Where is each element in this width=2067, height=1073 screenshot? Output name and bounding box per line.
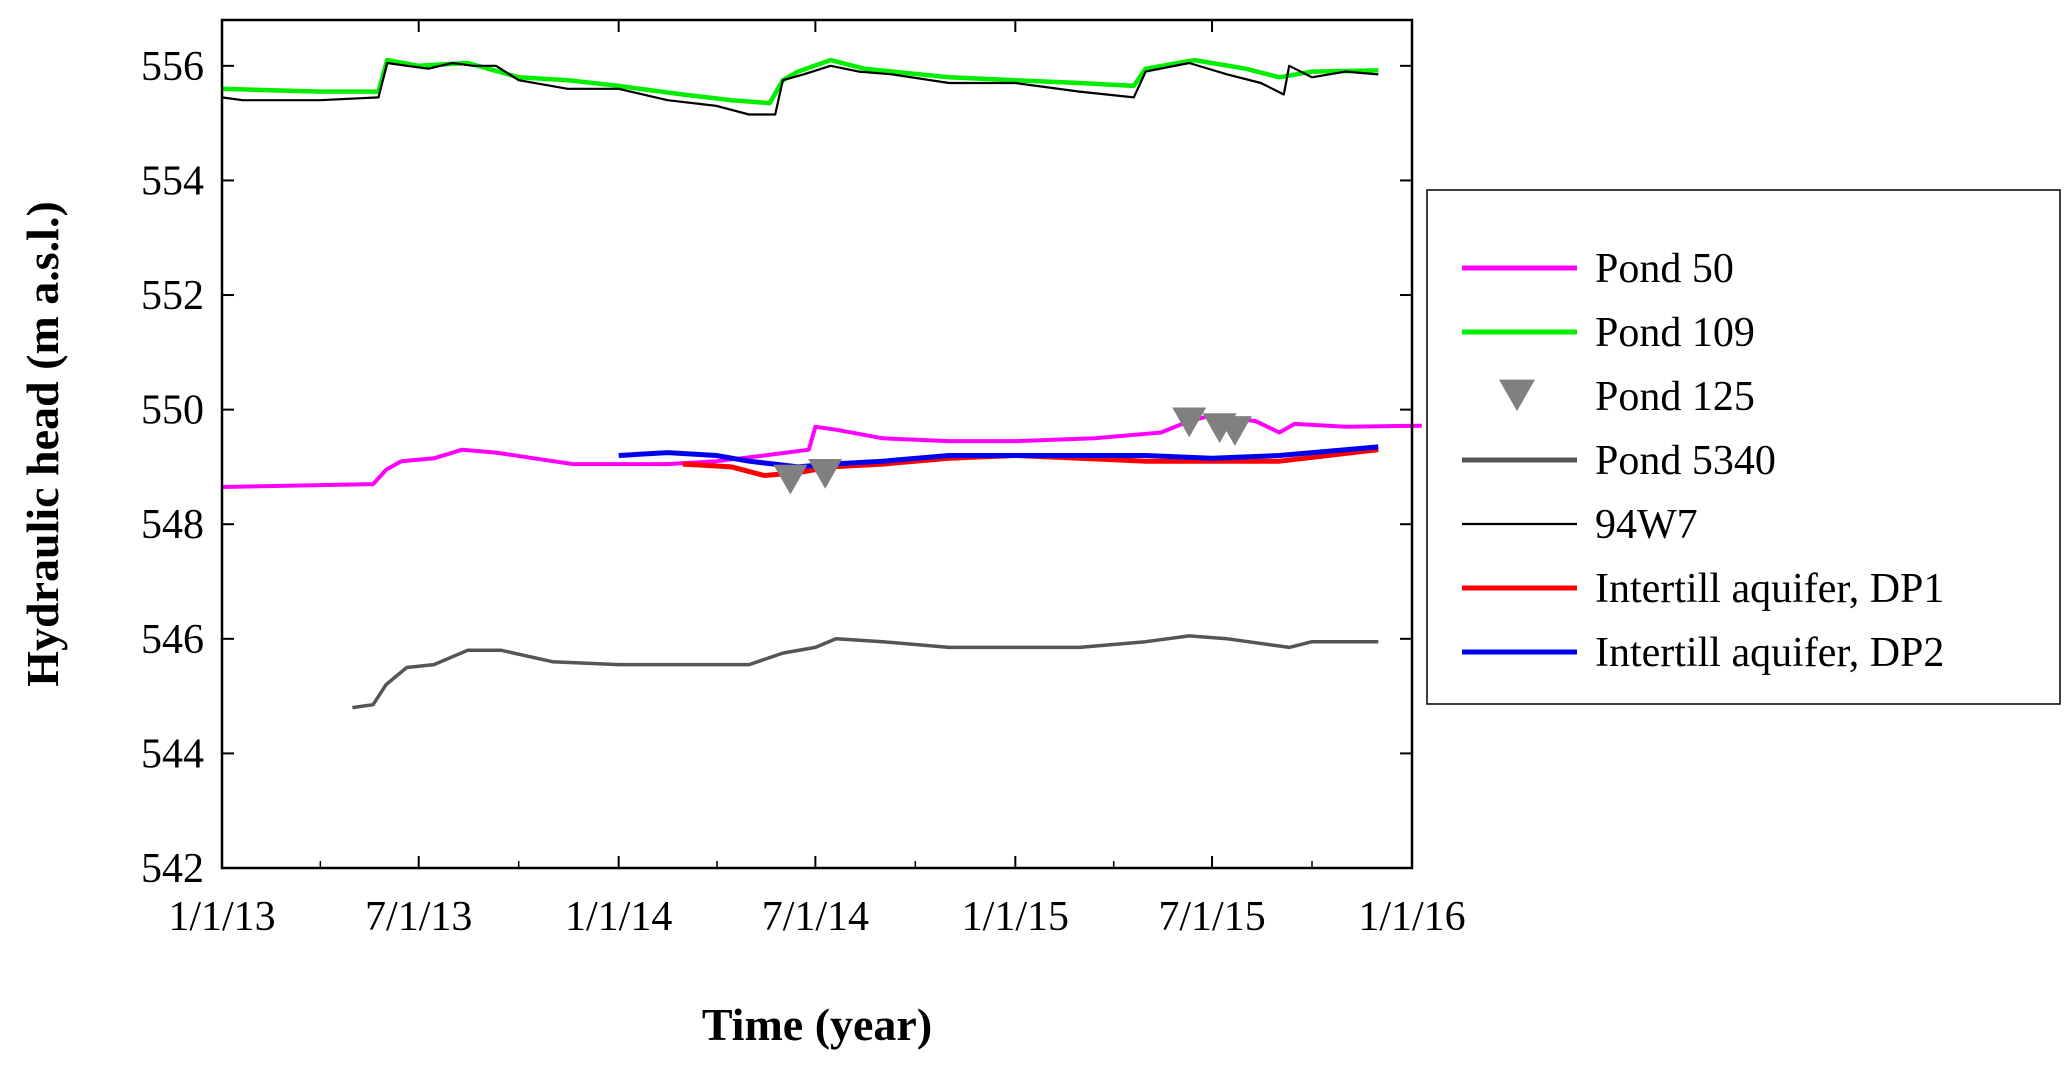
legend-label: Pond 50 bbox=[1595, 246, 1734, 292]
x-tick-label: 1/1/14 bbox=[565, 894, 672, 940]
series-pond-109 bbox=[221, 57, 1379, 106]
x-tick-label: 1/1/13 bbox=[168, 894, 275, 940]
legend-label: Pond 109 bbox=[1595, 310, 1755, 356]
y-tick-label: 550 bbox=[141, 388, 204, 434]
x-axis-title: Time (year) bbox=[702, 999, 932, 1050]
y-axis-title: Hydraulic head (m a.s.l.) bbox=[17, 201, 68, 687]
legend-swatch-triangle bbox=[1499, 379, 1535, 412]
y-tick-label: 548 bbox=[141, 502, 204, 548]
legend-item: 94W7 bbox=[1462, 502, 1698, 548]
y-tick-label: 542 bbox=[141, 846, 204, 892]
legend-items: Pond 50 Pond 109 Pond 125 Pond 5340 94W7 Inte… bbox=[1462, 246, 1944, 676]
legend-label: 94W7 bbox=[1595, 502, 1698, 548]
series-line-pond-109 bbox=[221, 57, 1379, 106]
legend-item: Pond 109 bbox=[1462, 310, 1755, 356]
series-line-pond-5340 bbox=[352, 634, 1379, 710]
legend-item: Intertill aquifer, DP1 bbox=[1462, 566, 1944, 612]
x-tick-label: 1/1/16 bbox=[1358, 894, 1465, 940]
legend-item: Pond 50 bbox=[1462, 246, 1734, 292]
series-line-intertill-aquifer-dp1 bbox=[682, 447, 1379, 478]
legend-box bbox=[1426, 189, 2061, 705]
x-tick-label: 7/1/14 bbox=[762, 894, 869, 940]
series-pond-5340 bbox=[352, 634, 1379, 710]
series-line-intertill-aquifer-dp2 bbox=[618, 444, 1379, 470]
y-tick-label: 546 bbox=[141, 617, 204, 663]
y-tick-label: 552 bbox=[141, 273, 204, 319]
legend-item: Pond 5340 bbox=[1462, 438, 1776, 484]
legend-item: Pond 125 bbox=[1499, 374, 1755, 420]
legend: Pond 50 Pond 109 Pond 125 Pond 5340 94W7 Inte… bbox=[1426, 189, 2061, 705]
series-pond-125 bbox=[773, 407, 1252, 495]
series-intertill-aquifer-dp2 bbox=[618, 444, 1379, 470]
pond-125-marker bbox=[773, 464, 808, 495]
plot-frame bbox=[220, 18, 1414, 870]
legend-label: Pond 5340 bbox=[1595, 438, 1776, 484]
series-intertill-aquifer-dp1 bbox=[682, 447, 1379, 478]
pond-125-marker bbox=[1217, 416, 1252, 446]
axis-ticks: 1/1/13 7/1/13 1/1/14 7/1/14 1/1/15 7/1/15 1/1/… bbox=[141, 20, 1466, 940]
series-line-94w7 bbox=[221, 61, 1379, 116]
x-tick-label: 7/1/15 bbox=[1158, 894, 1265, 940]
y-tick-label: 554 bbox=[141, 158, 204, 204]
y-tick-label: 544 bbox=[141, 731, 204, 777]
series-layer bbox=[221, 57, 1422, 710]
x-tick-label: 1/1/15 bbox=[962, 894, 1069, 940]
series-94w7 bbox=[221, 61, 1379, 116]
pond-125-marker bbox=[1172, 407, 1207, 438]
legend-label: Intertill aquifer, DP1 bbox=[1595, 566, 1944, 612]
x-tick-label: 7/1/13 bbox=[365, 894, 472, 940]
legend-label: Intertill aquifer, DP2 bbox=[1595, 630, 1944, 676]
legend-label: Pond 125 bbox=[1595, 374, 1755, 420]
legend-item: Intertill aquifer, DP2 bbox=[1462, 630, 1944, 676]
y-tick-label: 556 bbox=[141, 44, 204, 90]
pond-125-marker bbox=[808, 459, 843, 489]
